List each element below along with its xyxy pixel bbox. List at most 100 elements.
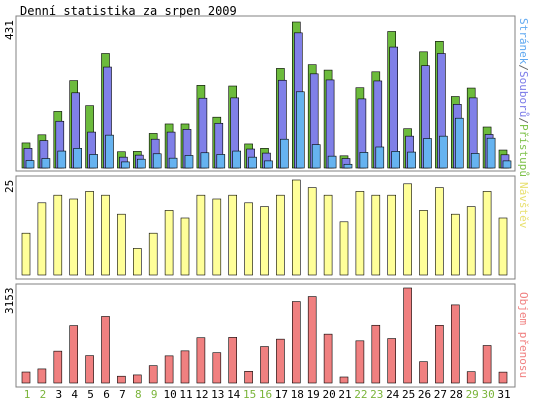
bar-visits — [228, 194, 237, 276]
bar-visits — [196, 194, 206, 276]
bar-pages — [343, 163, 353, 169]
legend-visits: Návštěv — [517, 182, 530, 229]
bar-traffic — [371, 324, 381, 384]
legend-part: / — [517, 117, 530, 124]
bar-visits — [85, 191, 94, 276]
day-label: 4 — [71, 388, 78, 401]
bars-visits-group — [21, 179, 508, 276]
day-label: 27 — [434, 388, 447, 401]
bar-traffic — [276, 338, 285, 384]
day-label: 17 — [275, 388, 288, 401]
day-label: 18 — [291, 388, 304, 401]
bar-traffic — [101, 316, 110, 384]
bars-traffic-group — [21, 287, 508, 384]
bar-visits — [371, 194, 381, 276]
day-label: 30 — [481, 388, 494, 401]
bar-pages — [280, 138, 289, 169]
day-label: 12 — [195, 388, 208, 401]
bar-pages — [25, 160, 35, 169]
day-label: 19 — [307, 388, 320, 401]
legend-part: Návštěv — [517, 182, 530, 229]
bar-traffic — [403, 287, 412, 384]
chart-title: Denní statistika za srpen 2009 — [20, 4, 237, 18]
bar-traffic — [435, 325, 444, 384]
bar-visits — [403, 183, 412, 276]
bar-traffic — [450, 304, 460, 384]
bar-pages — [502, 160, 512, 169]
day-label: 31 — [497, 388, 510, 401]
bar-traffic — [355, 340, 365, 384]
day-label: 8 — [135, 388, 142, 401]
bar-traffic — [212, 352, 222, 384]
bar-traffic — [466, 371, 476, 384]
bar-traffic — [37, 368, 47, 384]
bar-traffic — [244, 371, 253, 384]
day-label: 7 — [119, 388, 126, 401]
bar-pages — [168, 157, 178, 169]
day-label: 15 — [243, 388, 256, 401]
bar-traffic — [339, 376, 349, 384]
bar-pages — [216, 154, 226, 169]
day-label: 13 — [211, 388, 224, 401]
bar-files — [389, 46, 399, 169]
bar-pages — [295, 91, 305, 169]
bar-visits — [498, 217, 508, 276]
bar-visits — [101, 194, 110, 276]
bar-traffic — [164, 355, 174, 384]
bar-pages — [73, 148, 82, 169]
bar-traffic — [307, 296, 317, 384]
bar-visits — [482, 191, 492, 276]
bar-pages — [248, 156, 257, 169]
bar-traffic — [228, 337, 237, 384]
day-label: 14 — [227, 388, 241, 401]
bar-traffic — [133, 374, 142, 384]
day-label: 22 — [354, 388, 367, 401]
bar-visits — [37, 202, 47, 276]
ymax-label-traffic: 3153 — [3, 288, 16, 315]
bar-pages — [152, 153, 162, 169]
bar-visits — [307, 187, 317, 276]
bar-pages — [327, 155, 337, 169]
bar-traffic — [482, 345, 492, 384]
bar-files — [325, 79, 335, 169]
bar-pages — [200, 152, 210, 169]
ymax-label-visits: 25 — [3, 180, 16, 193]
day-label: 9 — [151, 388, 158, 401]
bar-pages — [454, 117, 464, 169]
bar-pages — [232, 150, 241, 169]
bar-visits — [450, 213, 460, 276]
day-label: 20 — [322, 388, 335, 401]
bars-hits-group — [21, 21, 512, 169]
bar-visits — [21, 232, 31, 276]
bar-pages — [423, 138, 432, 169]
day-label: 1 — [24, 388, 31, 401]
bar-visits — [244, 202, 253, 276]
day-label: 16 — [259, 388, 272, 401]
bar-traffic — [85, 355, 94, 384]
bar-visits — [323, 194, 333, 276]
bar-traffic — [53, 350, 63, 384]
bar-pages — [184, 155, 194, 169]
panel-frame-traffic — [15, 283, 516, 388]
bar-traffic — [180, 350, 190, 384]
bar-traffic — [196, 337, 206, 384]
legend-part: Přístupů — [517, 124, 530, 177]
bar-visits — [355, 191, 365, 276]
bar-visits — [435, 187, 444, 276]
bar-visits — [419, 210, 428, 276]
bar-traffic — [69, 325, 78, 384]
legend-part: Souborů — [517, 71, 530, 117]
bar-visits — [148, 232, 158, 276]
bar-visits — [69, 198, 78, 276]
bar-pages — [137, 158, 146, 169]
bar-visits — [466, 206, 476, 276]
bar-visits — [387, 194, 397, 276]
bar-pages — [311, 144, 321, 169]
bar-visits — [53, 194, 63, 276]
day-labels-group: 1 2 3 4 5 6 7 8 9 10 11 12 13 14 15 16 17 18 19 20 21 22 23 24 2… — [24, 388, 511, 401]
panel-frame-visits — [15, 175, 516, 280]
bar-visits — [291, 179, 301, 276]
bar-visits — [276, 194, 285, 276]
legend-hits-views: Stránek/Souborů/Přístupů — [517, 18, 530, 177]
legend-part: Objem přenosu — [517, 292, 530, 378]
